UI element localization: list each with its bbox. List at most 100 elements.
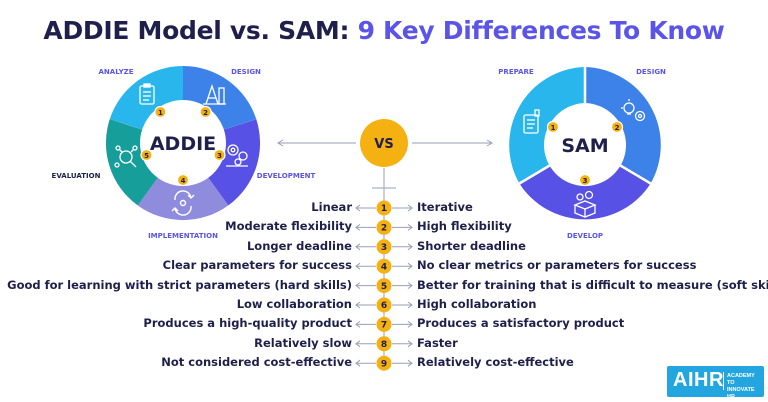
vs-label: VS bbox=[374, 137, 393, 152]
sam-trait: High collaboration bbox=[417, 297, 537, 311]
vs-connector: VS bbox=[277, 119, 493, 167]
sam-trait: Shorter deadline bbox=[417, 238, 526, 253]
sam-trait: Better for training that is difficult to… bbox=[417, 277, 768, 292]
addie-label-evaluation: EVALUATION bbox=[52, 172, 101, 180]
svg-text:2: 2 bbox=[203, 109, 208, 117]
document-icon bbox=[523, 109, 540, 134]
sam-trait: Relatively cost-effective bbox=[417, 355, 574, 370]
comparison-number-badge bbox=[376, 219, 392, 235]
addie-trait: Moderate flexibility bbox=[225, 219, 352, 234]
comparison-row-connector: 8 bbox=[355, 336, 413, 352]
addie-trait: Relatively slow bbox=[254, 335, 352, 350]
svg-text:1: 1 bbox=[158, 109, 163, 117]
addie-trait: Produces a high-quality product bbox=[143, 316, 352, 331]
addie-trait: Linear bbox=[311, 200, 352, 214]
comparison-number-badge bbox=[376, 200, 392, 216]
sam-trait: No clear metrics or parameters for succe… bbox=[417, 258, 697, 273]
addie-wheel: ADDIE 1 2 3 4 5 bbox=[52, 65, 316, 240]
svg-text:4: 4 bbox=[181, 177, 186, 185]
comparison-row-connector: 2 bbox=[355, 219, 413, 235]
addie-segment-analyze bbox=[109, 65, 184, 130]
aihr-logo: AIHR ACADEMY TO INNOVATE HR bbox=[667, 366, 764, 400]
title-part-differences: 9 Key Differences To Know bbox=[357, 16, 725, 45]
comparison-number: 9 bbox=[381, 359, 387, 369]
sam-segment-prepare bbox=[509, 67, 585, 184]
comparison-number: 5 bbox=[381, 282, 387, 292]
addie-badge-3: 3 bbox=[213, 148, 226, 162]
comparison-number: 2 bbox=[381, 224, 387, 234]
comparison-row-connector: 5 bbox=[355, 278, 413, 294]
addie-label-design: DESIGN bbox=[231, 68, 261, 76]
sam-trait: Iterative bbox=[417, 200, 473, 214]
sam-wheel: SAM 1 2 3 bbox=[498, 67, 666, 240]
comparison-number-badge bbox=[376, 297, 392, 313]
addie-label-analyze: ANALYZE bbox=[99, 68, 134, 76]
addie-center-label: ADDIE bbox=[150, 133, 216, 155]
addie-badge-4: 4 bbox=[176, 173, 190, 187]
comparison-number-badge bbox=[376, 355, 392, 371]
svg-text:5: 5 bbox=[144, 152, 149, 160]
comparison-row-connector: 1 bbox=[355, 200, 413, 216]
addie-badge-1: 1 bbox=[154, 105, 167, 119]
comparison-number-badge bbox=[376, 316, 392, 332]
sam-trait: High flexibility bbox=[417, 219, 512, 234]
title-part-addie-vs-sam: ADDIE Model vs. SAM: bbox=[43, 16, 350, 45]
addie-center-circle bbox=[141, 101, 225, 185]
network-search-icon bbox=[114, 145, 138, 168]
comparison-number-badge bbox=[376, 336, 392, 352]
logo-divider bbox=[723, 372, 724, 390]
addie-badge-2: 2 bbox=[199, 105, 212, 119]
sam-segment-develop bbox=[519, 165, 651, 220]
comparison-number-badge bbox=[376, 258, 392, 274]
sam-center-label: SAM bbox=[561, 135, 608, 157]
comparison-row-connector: 3 bbox=[355, 239, 413, 255]
addie-trait: Not considered cost-effective bbox=[161, 355, 352, 370]
comparison-number: 1 bbox=[381, 204, 387, 214]
comparison-row-connector: 4 bbox=[355, 258, 413, 274]
sam-center-circle bbox=[544, 104, 626, 186]
logo-tagline: ACADEMY TO INNOVATE HR bbox=[727, 373, 755, 400]
comparison-row-connector: 7 bbox=[355, 316, 413, 332]
comparison-number: 8 bbox=[381, 340, 387, 350]
comparison-number-badge bbox=[376, 239, 392, 255]
sam-trait: Faster bbox=[417, 335, 458, 350]
addie-trait: Good for learning with strict parameters… bbox=[7, 277, 352, 292]
sam-segment-design bbox=[585, 67, 661, 184]
svg-text:1: 1 bbox=[551, 124, 556, 132]
addie-trait: Low collaboration bbox=[236, 297, 352, 311]
svg-text:3: 3 bbox=[583, 177, 588, 185]
addie-trait: Clear parameters for success bbox=[162, 258, 352, 273]
sam-label-design: DESIGN bbox=[636, 68, 666, 76]
comparison-number: 4 bbox=[381, 262, 387, 272]
addie-trait: Longer deadline bbox=[246, 238, 352, 253]
sam-trait: Produces a satisfactory product bbox=[417, 316, 625, 331]
addie-badge-5: 5 bbox=[140, 148, 153, 162]
addie-label-development: DEVELOPMENT bbox=[257, 172, 316, 180]
sam-label-prepare: PREPARE bbox=[498, 68, 534, 76]
vs-badge bbox=[360, 119, 408, 167]
gears-icon bbox=[226, 144, 248, 167]
comparison-number-badge bbox=[376, 278, 392, 294]
comparison-row-connector: 9 bbox=[355, 355, 413, 371]
comparison-number: 3 bbox=[381, 243, 387, 253]
cycle-icon bbox=[171, 190, 195, 216]
lightbulb-gear-icon bbox=[621, 99, 646, 122]
addie-segment-development bbox=[208, 119, 261, 206]
clipboard-icon bbox=[139, 83, 155, 105]
sam-badge-1: 1 bbox=[546, 120, 560, 134]
comparison-spine: 1 2 3 4 5 6 7 8 9 bbox=[355, 168, 413, 371]
svg-text:2: 2 bbox=[615, 124, 620, 132]
page-title: ADDIE Model vs. SAM: 9 Key Differences T… bbox=[0, 16, 768, 45]
sam-badge-2: 2 bbox=[610, 120, 624, 134]
logo-name: AIHR bbox=[673, 369, 724, 391]
comparison-row-connector: 6 bbox=[355, 297, 413, 313]
box-gears-icon bbox=[573, 190, 597, 218]
comparison-number: 6 bbox=[381, 301, 387, 311]
addie-label-implementation: IMPLEMENTATION bbox=[148, 232, 218, 240]
sam-badge-3: 3 bbox=[578, 173, 592, 187]
comparison-number: 7 bbox=[381, 321, 387, 331]
sam-label-develop: DEVELOP bbox=[567, 232, 603, 240]
svg-text:3: 3 bbox=[217, 152, 222, 160]
addie-segment-implementation bbox=[137, 177, 229, 221]
